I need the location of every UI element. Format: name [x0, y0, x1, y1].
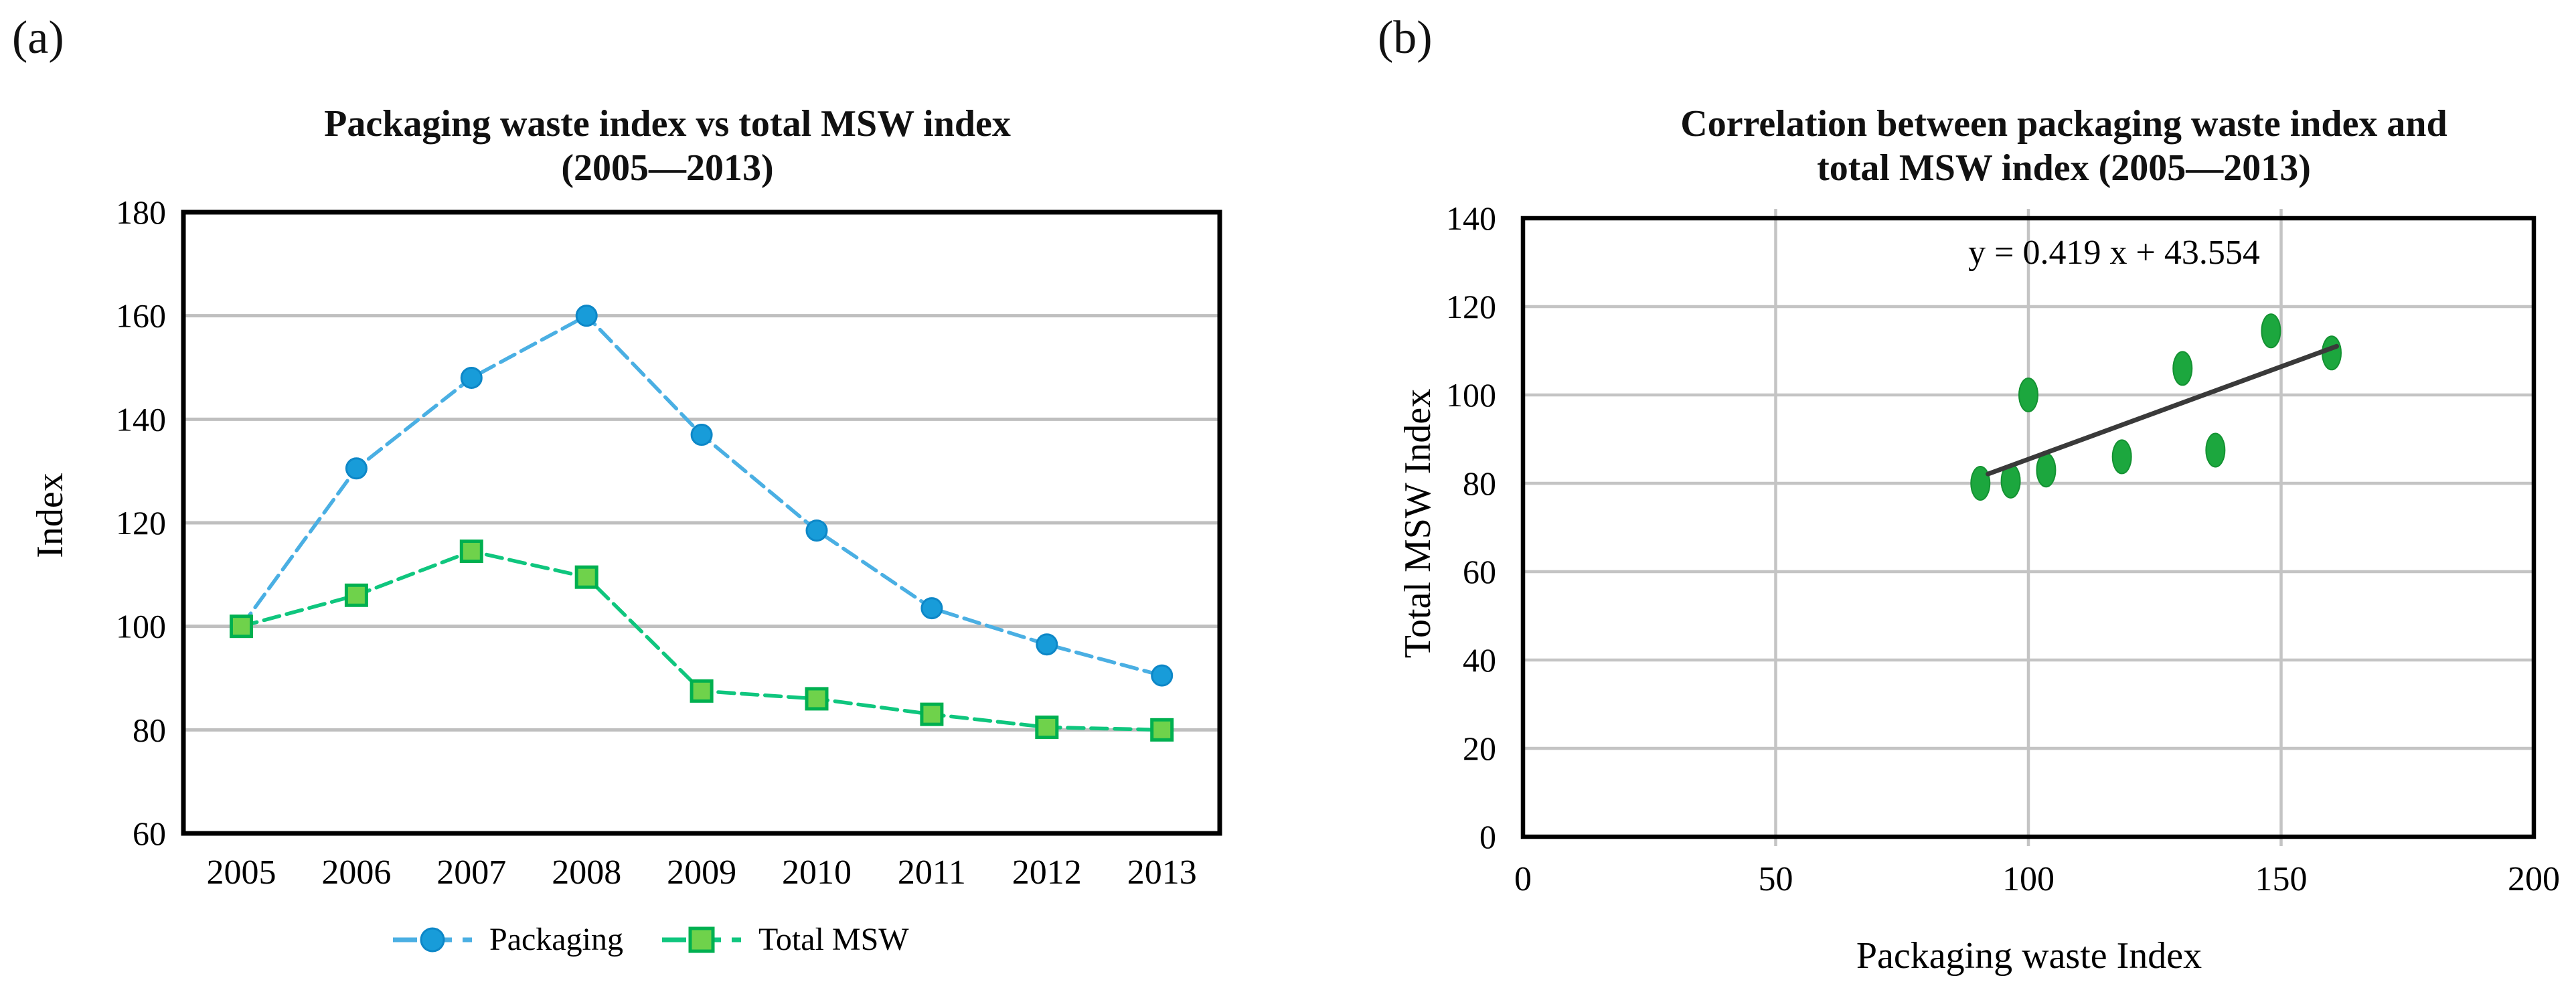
marker-total-msw — [344, 583, 368, 607]
panel-a-x-tick-label: 2007 — [436, 853, 506, 892]
panel-b-x-tick-label: 200 — [2508, 860, 2560, 898]
panel-b-x-tick-label: 50 — [1759, 860, 1793, 898]
panel-a-y-tick-label: 60 — [133, 815, 166, 852]
panel-b-y-tick-label: 60 — [1463, 553, 1496, 590]
panel-a-title-line2: (2005—2013) — [561, 147, 774, 189]
panel-a-title-line1: Packaging waste index vs total MSW index — [324, 103, 1011, 145]
packaging-legend-circle — [420, 927, 445, 952]
panel-b-y-tick-label: 80 — [1463, 465, 1496, 502]
marker-packaging — [1036, 633, 1058, 656]
scatter-point — [2036, 453, 2057, 488]
panel-a-x-tick-label: 2010 — [782, 853, 852, 892]
panel-b-y-tick-label: 40 — [1463, 641, 1496, 679]
panel-a-legend: Packaging Total MSW — [392, 921, 909, 958]
marker-total-msw — [574, 565, 598, 589]
panel-b-x-axis-title: Packaging waste Index — [1856, 935, 2202, 977]
marker-packaging — [690, 424, 713, 446]
panel-b-x-tick-label: 150 — [2255, 860, 2308, 898]
marker-packaging — [345, 457, 368, 480]
scatter-point — [2172, 351, 2193, 386]
panel-a-x-tick-label: 2013 — [1127, 853, 1197, 892]
panel-a-title: Packaging waste index vs total MSW index… — [155, 102, 1180, 190]
panel-b-y-tick-label: 140 — [1446, 199, 1496, 237]
total-msw-legend-marker-icon — [661, 926, 741, 953]
marker-total-msw — [230, 614, 253, 639]
marker-packaging — [575, 305, 598, 327]
panel-a-label: (a) — [12, 12, 64, 64]
total-msw-legend-square — [688, 926, 715, 953]
scatter-point — [2111, 439, 2132, 475]
marker-packaging — [920, 597, 943, 620]
panel-b-y-tick-label: 0 — [1479, 818, 1496, 855]
marker-total-msw — [1035, 715, 1059, 739]
legend-item-total-msw: Total MSW — [661, 921, 909, 958]
trendline-equation: y = 0.419 x + 43.554 — [1968, 234, 2260, 272]
panel-a-x-tick-label: 2011 — [898, 853, 966, 892]
marker-total-msw — [805, 687, 829, 711]
panel-a-x-tick-label: 2006 — [321, 853, 391, 892]
series-line-packaging — [239, 313, 1164, 677]
scatter-point — [2261, 313, 2281, 349]
scatter-point — [2205, 432, 2226, 468]
scatter-point — [2018, 378, 2038, 412]
series-line-total-msw — [239, 549, 1164, 732]
legend-item-packaging: Packaging — [392, 921, 623, 958]
panel-a-x-tick-label: 2008 — [552, 853, 621, 892]
panel-a-x-tick-label: 2009 — [667, 853, 736, 892]
legend-label-packaging: Packaging — [489, 922, 623, 957]
marker-total-msw — [690, 679, 714, 703]
panel-b-y-axis-title: Total MSW Index — [1397, 388, 1439, 659]
panel-a-y-tick-label: 140 — [116, 400, 166, 438]
panel-b-y-tick-label: 100 — [1446, 376, 1496, 414]
panel-b-label: (b) — [1378, 12, 1433, 64]
panel-b-y-tick-label: 20 — [1463, 730, 1496, 767]
panel-a-y-tick-label: 80 — [133, 711, 166, 748]
marker-total-msw — [1150, 718, 1174, 742]
panel-b-plot-border — [1520, 216, 2537, 839]
packaging-legend-marker-icon — [393, 927, 472, 952]
marker-total-msw — [920, 702, 944, 726]
panel-a-x-tick-label: 2005 — [207, 853, 276, 892]
panel-a-plot-border — [181, 210, 1222, 836]
panel-b-title: Correlation between packaging waste inde… — [1524, 102, 2576, 190]
marker-packaging — [805, 519, 828, 542]
legend-label-total-msw: Total MSW — [758, 922, 909, 957]
panel-b-y-tick-label: 120 — [1446, 288, 1496, 325]
panel-b-title-line1: Correlation between packaging waste inde… — [1680, 103, 2447, 145]
panel-b-x-tick-label: 0 — [1514, 860, 1532, 898]
panel-a-y-tick-label: 180 — [116, 193, 166, 231]
panel-b-x-tick-label: 100 — [2002, 860, 2055, 898]
marker-total-msw — [459, 540, 483, 564]
panel-a-x-tick-label: 2012 — [1012, 853, 1082, 892]
panel-a-y-axis-title: Index — [29, 473, 71, 558]
marker-packaging — [460, 366, 483, 389]
panel-a-y-tick-label: 120 — [116, 504, 166, 542]
panel-a-y-tick-label: 100 — [116, 608, 166, 645]
trend-line — [1986, 343, 2340, 477]
panel-a-y-tick-label: 160 — [116, 297, 166, 335]
marker-packaging — [1151, 664, 1174, 687]
panel-b-title-line2: total MSW index (2005—2013) — [1817, 147, 2311, 189]
scatter-point — [1970, 466, 1991, 501]
